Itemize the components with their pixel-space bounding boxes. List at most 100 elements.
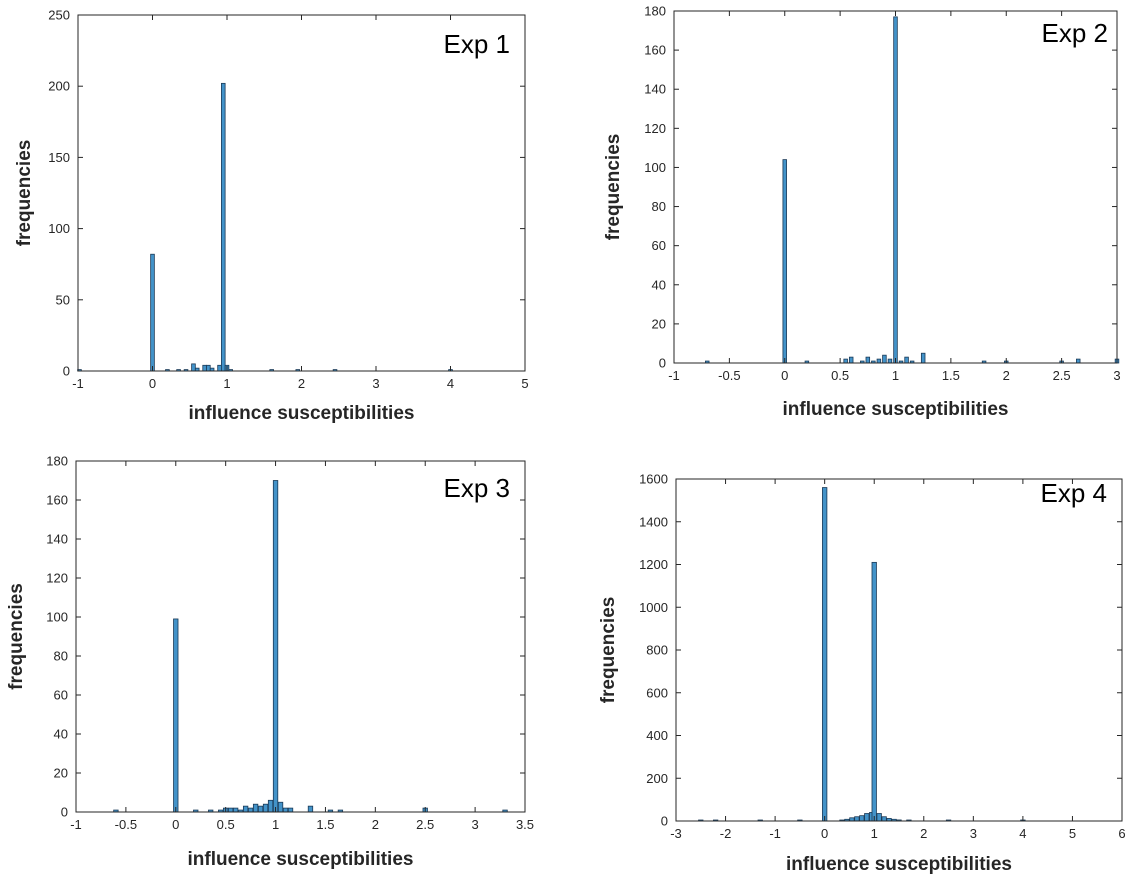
x-axis-label: influence susceptibilities bbox=[188, 849, 414, 870]
x-tick-label: 0.5 bbox=[217, 817, 235, 832]
x-tick-label: 3.5 bbox=[516, 817, 534, 832]
y-tick-label: 60 bbox=[54, 688, 68, 703]
x-axis-label: influence susceptibilities bbox=[786, 854, 1012, 875]
histogram-bar bbox=[272, 480, 279, 813]
histogram-bar bbox=[887, 358, 893, 364]
y-tick-label: 140 bbox=[46, 532, 68, 547]
x-tick-label: 3 bbox=[970, 826, 977, 841]
y-tick-label: 20 bbox=[54, 766, 68, 781]
y-tick-label: 140 bbox=[644, 82, 666, 97]
y-tick-label: 200 bbox=[48, 79, 70, 94]
x-tick-label: 1.5 bbox=[316, 817, 334, 832]
y-tick-label: 120 bbox=[644, 121, 666, 136]
y-tick-label: 20 bbox=[652, 316, 666, 331]
histogram-bar bbox=[267, 799, 274, 813]
x-tick-label: 2 bbox=[298, 376, 305, 391]
x-tick-label: 2.5 bbox=[1053, 368, 1071, 383]
y-tick-label: 0 bbox=[661, 814, 668, 829]
x-tick-label: 0.5 bbox=[831, 368, 849, 383]
histogram-bar bbox=[882, 354, 887, 364]
chart-svg-exp-3: -1 -0.5 0 0.5 1 1.5 2 2.5 3 3.5 0 20 40 60 80 100 120 140… bbox=[6, 454, 534, 871]
plot-frame bbox=[675, 478, 1123, 822]
histogram-bar bbox=[920, 352, 926, 364]
x-tick-label: -3 bbox=[670, 826, 682, 841]
chart-svg-exp-2: -1 -0.5 0 0.5 1 1.5 2 2.5 3 0 20 40 60 80 100 120 140 160… bbox=[603, 4, 1121, 421]
histogram-bar bbox=[865, 356, 871, 364]
histogram-bar bbox=[150, 253, 155, 372]
y-tick-label: 100 bbox=[46, 610, 68, 625]
y-tick-label: 800 bbox=[646, 643, 668, 658]
y-tick-label: 1200 bbox=[639, 557, 668, 572]
y-tick-label: 0 bbox=[63, 364, 70, 379]
x-tick-label: 5 bbox=[1069, 826, 1076, 841]
y-tick-label: 50 bbox=[56, 292, 70, 307]
x-tick-label: -1 bbox=[769, 826, 781, 841]
x-tick-label: 3 bbox=[372, 376, 379, 391]
chart-panel-exp-2: -1 -0.5 0 0.5 1 1.5 2 2.5 3 0 20 40 60 80 100 120 140 160… bbox=[560, 0, 1126, 440]
histogram-bar bbox=[876, 358, 882, 364]
y-tick-label: 160 bbox=[644, 43, 666, 58]
histogram-bar bbox=[893, 16, 898, 364]
y-tick-label: 60 bbox=[652, 238, 666, 253]
histogram-bar bbox=[232, 807, 239, 813]
histogram-bar bbox=[217, 364, 222, 372]
x-tick-label: 4 bbox=[1019, 826, 1026, 841]
x-tick-label: 2.5 bbox=[416, 817, 434, 832]
x-tick-label: 5 bbox=[521, 376, 528, 391]
y-tick-label: 40 bbox=[652, 277, 666, 292]
x-tick-label: 3 bbox=[471, 817, 478, 832]
panel-title: Exp 4 bbox=[1041, 478, 1108, 508]
y-axis-label: frequencies bbox=[598, 597, 619, 704]
x-tick-label: -1 bbox=[70, 817, 82, 832]
x-axis-label: influence susceptibilities bbox=[189, 403, 415, 424]
x-tick-label: -1 bbox=[72, 376, 84, 391]
y-tick-label: 150 bbox=[48, 150, 70, 165]
histogram-bar bbox=[191, 363, 196, 372]
y-axis-label: frequencies bbox=[603, 134, 624, 241]
histogram-bar bbox=[202, 364, 207, 372]
histogram-bar bbox=[871, 561, 877, 822]
y-tick-label: 0 bbox=[61, 805, 68, 820]
histogram-bar bbox=[242, 805, 249, 813]
y-tick-label: 1400 bbox=[639, 514, 668, 529]
histogram-bar bbox=[282, 807, 289, 813]
panel-title: Exp 3 bbox=[444, 473, 511, 503]
x-tick-label: -1 bbox=[668, 368, 680, 383]
histogram-bar bbox=[277, 801, 284, 813]
histogram-bar bbox=[904, 356, 909, 364]
x-tick-label: 1 bbox=[272, 817, 279, 832]
chart-panel-exp-4: -3 -2 -1 0 1 2 3 4 5 6 0 200 400 600 800 1000 1200 1400 16… bbox=[560, 440, 1126, 879]
histogram-bar bbox=[307, 805, 314, 813]
y-tick-label: 120 bbox=[46, 571, 68, 586]
histogram-bar bbox=[262, 803, 269, 813]
x-tick-label: 0 bbox=[172, 817, 179, 832]
x-tick-label: 0 bbox=[821, 826, 828, 841]
y-tick-label: 180 bbox=[644, 4, 666, 19]
histogram-bar bbox=[287, 807, 294, 813]
plot-frame bbox=[75, 460, 526, 813]
y-tick-label: 100 bbox=[644, 160, 666, 175]
histogram-bar bbox=[782, 159, 787, 364]
histogram-bar bbox=[822, 487, 828, 822]
chart-panel-exp-3: -1 -0.5 0 0.5 1 1.5 2 2.5 3 3.5 0 20 40 60 80 100 120 140… bbox=[0, 440, 560, 879]
x-axis-label: influence susceptibilities bbox=[783, 399, 1009, 420]
x-tick-label: -2 bbox=[720, 826, 732, 841]
x-tick-label: 1 bbox=[871, 826, 878, 841]
x-tick-label: 1 bbox=[892, 368, 899, 383]
y-tick-label: 200 bbox=[646, 771, 668, 786]
y-tick-label: 600 bbox=[646, 685, 668, 700]
histogram-bar bbox=[881, 816, 887, 822]
x-tick-label: 2 bbox=[372, 817, 379, 832]
histogram-bar bbox=[247, 807, 254, 813]
chart-svg-exp-4: -3 -2 -1 0 1 2 3 4 5 6 0 200 400 600 800 1000 1200 1400 16… bbox=[598, 472, 1126, 876]
x-tick-label: 4 bbox=[447, 376, 454, 391]
y-tick-label: 0 bbox=[659, 356, 666, 371]
histogram-bar bbox=[1076, 358, 1081, 364]
x-tick-label: -0.5 bbox=[115, 817, 137, 832]
chart-panel-exp-1: -1 0 1 2 3 4 5 0 50 100 150 200 250 influence suscept… bbox=[0, 0, 560, 440]
histogram-bar bbox=[252, 803, 259, 813]
panel-title: Exp 2 bbox=[1042, 18, 1109, 48]
histogram-bar bbox=[221, 82, 226, 372]
histogram-bar bbox=[854, 816, 860, 822]
